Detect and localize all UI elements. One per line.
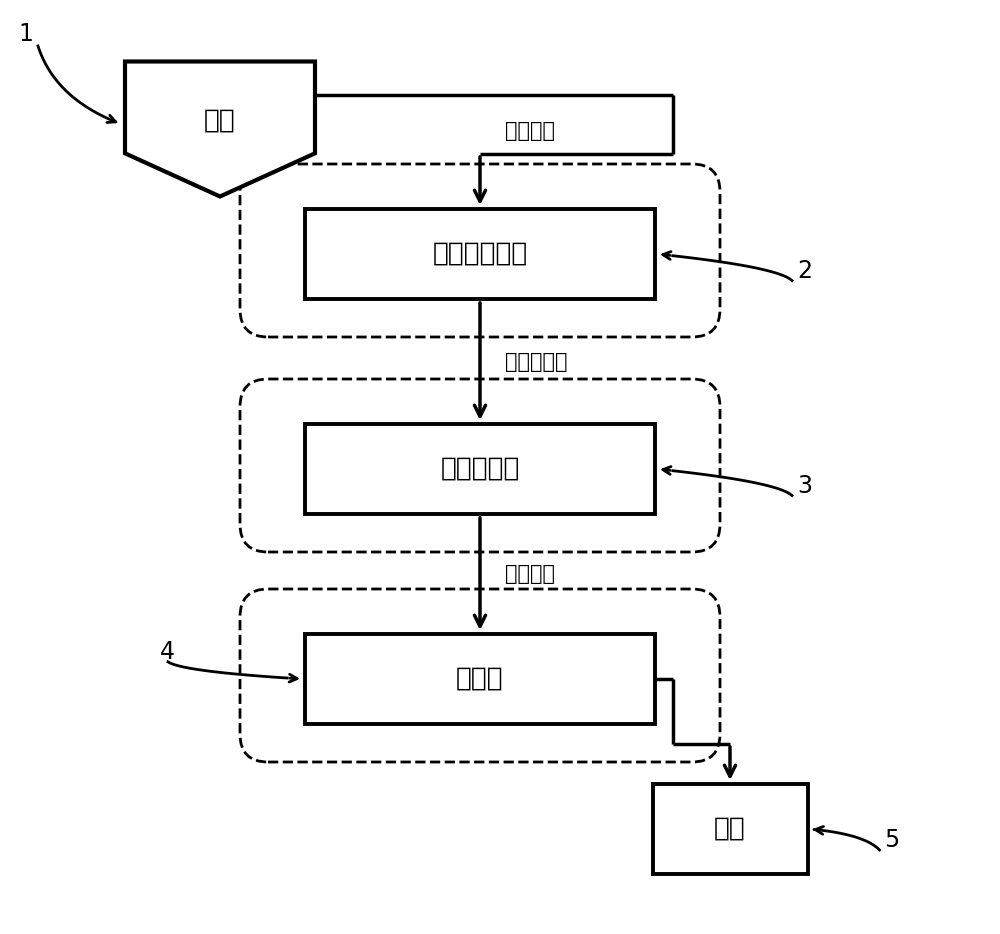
Text: 粗粉砥装置: 粗粉砥装置 — [440, 456, 520, 482]
Text: 粉砥工序: 粉砥工序 — [505, 564, 555, 584]
Text: 粉砥机: 粉砥机 — [456, 666, 504, 692]
Text: 2: 2 — [797, 259, 812, 283]
Text: 榨油工序: 榨油工序 — [505, 121, 555, 141]
Bar — [305, 424, 655, 514]
Polygon shape — [125, 62, 315, 196]
Text: 4: 4 — [160, 640, 175, 664]
Bar — [305, 634, 655, 724]
Text: 5: 5 — [885, 828, 900, 852]
Text: 原料: 原料 — [204, 108, 236, 134]
Text: 1: 1 — [18, 22, 33, 46]
Text: 制品: 制品 — [714, 816, 746, 842]
Bar — [652, 784, 808, 874]
Text: 粗粉砥工序: 粗粉砥工序 — [505, 351, 568, 372]
Text: 加热・榨油机: 加热・榨油机 — [432, 241, 528, 267]
Text: 3: 3 — [797, 474, 812, 498]
Bar — [305, 209, 655, 299]
